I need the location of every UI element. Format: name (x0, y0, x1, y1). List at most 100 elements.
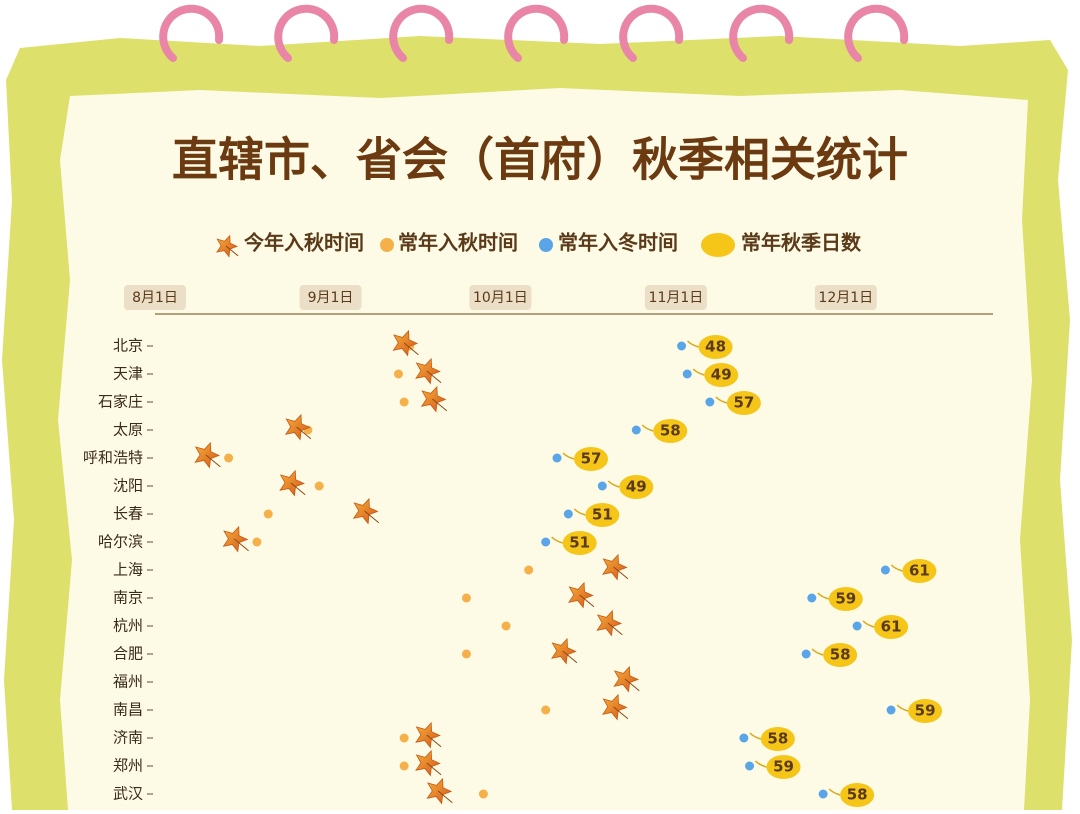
days-badge (653, 419, 688, 443)
legend-label: 常年入冬时间 (558, 231, 678, 255)
x-tick-label: 10月1日 (473, 290, 528, 306)
days-label: 58 (847, 786, 868, 804)
normal-autumn-dot (399, 397, 409, 407)
leaf-stem (426, 370, 442, 384)
days-label: 59 (915, 702, 936, 720)
days-label: 58 (767, 730, 788, 748)
leaf-shape (415, 749, 441, 777)
days-stem (551, 536, 563, 544)
normal-autumn-dot (461, 593, 471, 603)
normal-autumn-dot (393, 369, 403, 379)
x-tick-label: 9月1日 (308, 290, 354, 306)
this-year-autumn-leaf (420, 385, 448, 413)
leaf-shape (420, 385, 447, 413)
normal-winter-dot (886, 705, 896, 715)
leaf-shape (426, 777, 453, 805)
leaf-stem (624, 678, 640, 692)
days-stem (828, 788, 841, 796)
y-tick-label: 杭州 (113, 617, 143, 635)
this-year-autumn-leaf (596, 609, 623, 637)
plot: 8月1日 9月1日 10月1日 11月1日 12月1日 今年入秋时间 常年入秋时间 常年入冬时… (83, 231, 993, 807)
days-label: 59 (773, 758, 794, 776)
days-label: 57 (581, 450, 602, 468)
y-tick-label: 石家庄 (98, 393, 143, 411)
leaf-shape (602, 693, 628, 721)
leaf-shape (279, 469, 305, 497)
leaf-stem (613, 706, 629, 720)
x-tick-label: 12月1日 (818, 290, 873, 306)
days-label: 48 (705, 338, 726, 356)
days-badge (823, 643, 858, 667)
ring (159, 4, 224, 62)
row: 福州 (113, 665, 640, 693)
normal-autumn-dot (478, 789, 488, 799)
row: 郑州 59 (113, 749, 801, 779)
days-stem (890, 564, 903, 572)
y-tick-label: 沈阳 (113, 477, 143, 495)
leaf-stem (432, 398, 448, 412)
x-tick-box (469, 285, 532, 310)
y-tick-label: 太原 (113, 421, 143, 439)
days-stem (715, 396, 728, 404)
leaf-stem (426, 734, 442, 748)
days-stem (641, 424, 654, 432)
y-tick-label: 哈尔滨 (98, 533, 143, 551)
this-year-autumn-leaf (415, 749, 442, 777)
x-tick-box (644, 285, 707, 310)
ring (844, 4, 909, 62)
leaf-stem (364, 510, 380, 524)
row: 呼和浩特 57 (83, 441, 609, 471)
normal-autumn-dot (541, 705, 551, 715)
days-badge (698, 335, 733, 359)
row: 杭州 61 (113, 609, 909, 639)
leaf-stem (437, 790, 453, 804)
leaf-stem (225, 245, 239, 257)
y-tick-label: 南京 (113, 589, 143, 607)
leaf-stem (562, 650, 578, 664)
row: 石家庄 57 (98, 385, 761, 415)
normal-autumn-dot (224, 453, 234, 463)
y-tick-label: 长春 (113, 505, 143, 523)
days-badge (902, 559, 937, 583)
this-year-autumn-leaf (602, 693, 629, 721)
normal-autumn-dot (461, 649, 471, 659)
legend-label: 常年入秋时间 (398, 231, 518, 255)
leaf-shape (194, 441, 221, 469)
y-tick-label: 呼和浩特 (83, 449, 143, 467)
days-badge (704, 363, 739, 387)
days-badge (585, 503, 620, 527)
leaf-shape (568, 581, 594, 609)
normal-winter-dot (739, 733, 749, 743)
normal-autumn-dot (252, 537, 262, 547)
legend: 今年入秋时间 常年入秋时间 常年入冬时间 常年秋季日数 (216, 231, 862, 258)
ring (504, 4, 569, 62)
row: 合肥 58 (113, 637, 858, 667)
days-badge (574, 447, 609, 471)
y-tick-label: 福州 (113, 673, 143, 691)
normal-autumn-dot (399, 733, 409, 743)
legend-icon (380, 238, 394, 252)
this-year-autumn-leaf (415, 357, 442, 385)
this-year-autumn-leaf (222, 525, 249, 553)
normal-autumn-dot (399, 761, 409, 771)
normal-winter-dot (682, 369, 692, 379)
y-tick-label: 上海 (113, 561, 143, 579)
days-badge (726, 391, 761, 415)
row: 北京 48 (113, 329, 733, 359)
days-badge (828, 587, 863, 611)
row: 天津 49 (113, 357, 739, 387)
leaf-shape (551, 637, 577, 665)
this-year-autumn-leaf (352, 497, 380, 525)
normal-winter-dot (818, 789, 828, 799)
y-tick-label: 南昌 (113, 701, 143, 719)
days-badge (619, 475, 654, 499)
this-year-autumn-leaf (613, 665, 640, 693)
leaf-shape (222, 525, 249, 553)
paper-inner (58, 88, 1032, 810)
leaf-shape (284, 413, 311, 441)
row: 南昌 59 (113, 693, 943, 723)
days-stem (749, 732, 762, 740)
legend-label: 今年入秋时间 (244, 231, 364, 255)
normal-winter-dot (807, 593, 817, 603)
